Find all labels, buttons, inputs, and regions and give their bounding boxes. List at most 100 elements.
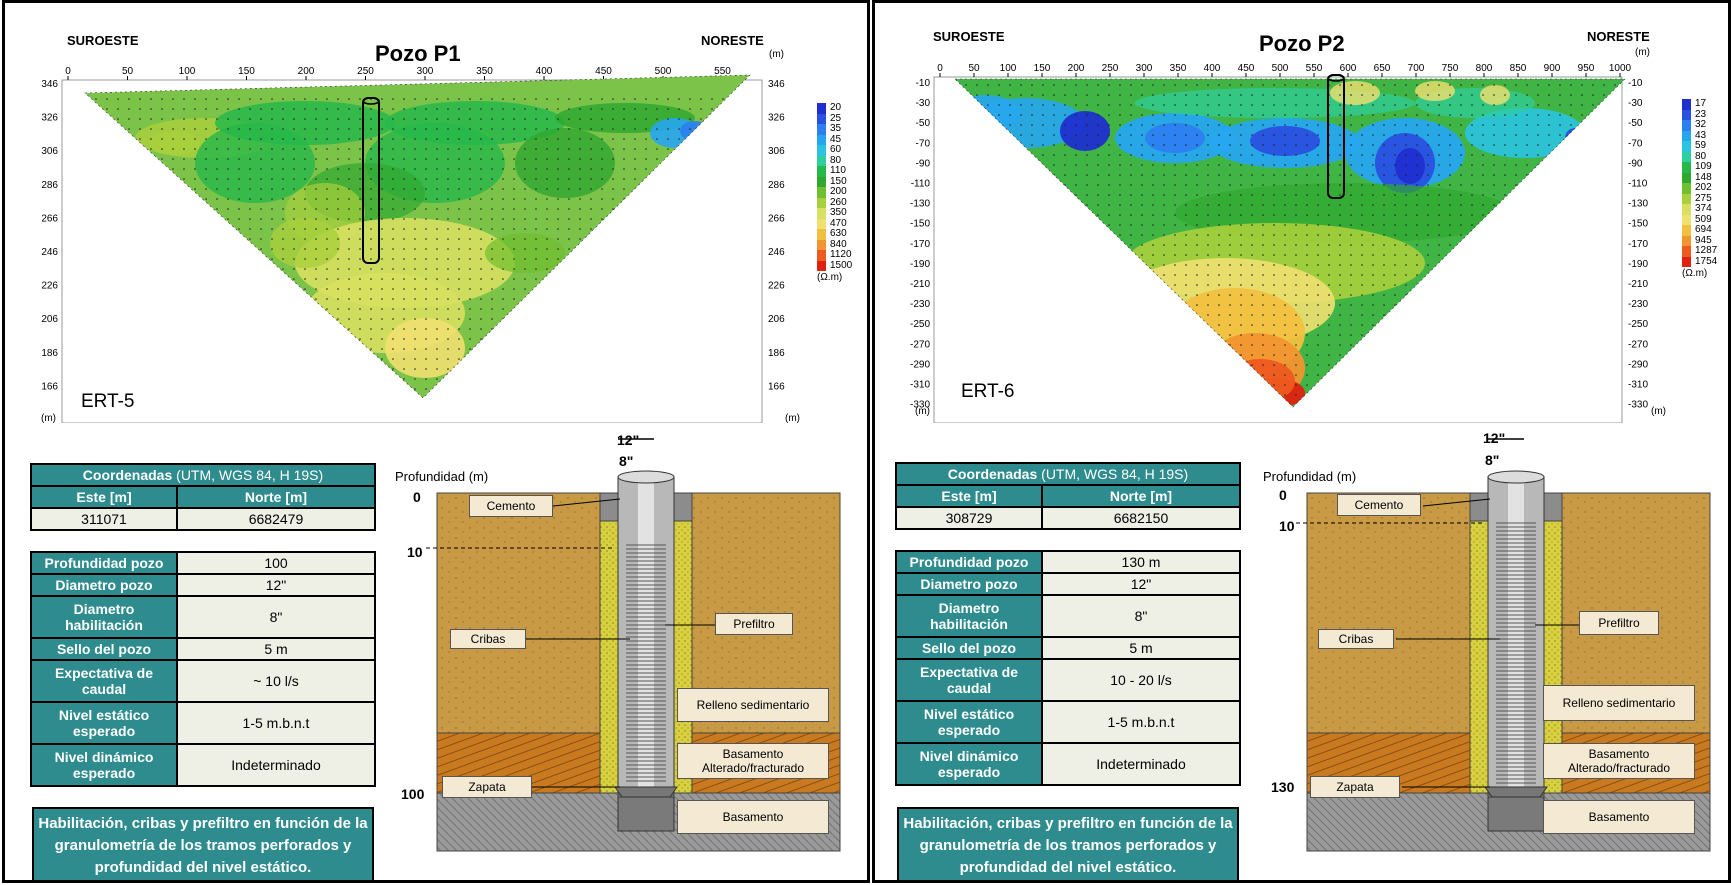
electrode-point <box>403 198 405 200</box>
legend-value: 45 <box>830 133 842 145</box>
electrode-point <box>370 278 372 280</box>
electrode-point <box>1383 144 1385 146</box>
electrode-point <box>1273 384 1275 386</box>
electrode-point <box>469 158 471 160</box>
electrode-point <box>1328 314 1330 316</box>
electrode-point <box>1086 184 1088 186</box>
electrode-point <box>1317 234 1319 236</box>
electrode-point <box>1416 84 1418 86</box>
electrode-point <box>645 108 647 110</box>
legend-entry: 260 <box>817 197 852 208</box>
electrode-point <box>304 238 306 240</box>
legend-swatch <box>1682 141 1691 152</box>
resistivity-zone <box>485 233 565 273</box>
electrode-point <box>458 198 460 200</box>
legend-swatch <box>1682 204 1691 215</box>
electrode-point <box>1262 284 1264 286</box>
electrode-point <box>282 188 284 190</box>
electrode-point <box>1383 104 1385 106</box>
electrode-point <box>326 108 328 110</box>
electrode-point <box>1482 164 1484 166</box>
electrode-point <box>1460 94 1462 96</box>
electrode-point <box>535 198 537 200</box>
electrode-point <box>656 118 658 120</box>
electrode-point <box>546 148 548 150</box>
electrode-point <box>150 118 152 120</box>
electrode-point <box>1240 294 1242 296</box>
electrode-point <box>1306 114 1308 116</box>
electrode-point <box>1053 144 1055 146</box>
electrode-point <box>1229 174 1231 176</box>
electrode-point <box>1614 84 1616 86</box>
electrode-point <box>337 278 339 280</box>
legend-value: 43 <box>1695 129 1707 141</box>
electrode-point <box>1086 144 1088 146</box>
electrode-point <box>425 118 427 120</box>
electrode-point <box>480 338 482 340</box>
electrode-point <box>579 228 581 230</box>
electrode-point <box>1075 134 1077 136</box>
legend-entry: 694 <box>1682 225 1717 236</box>
electrode-point <box>1218 214 1220 216</box>
x-tick-label: 400 <box>1204 63 1221 74</box>
electrode-point <box>1152 94 1154 96</box>
electrode-point <box>458 318 460 320</box>
electrode-point <box>359 198 361 200</box>
electrode-point <box>1273 374 1275 376</box>
electrode-point <box>381 158 383 160</box>
electrode-point <box>381 248 383 250</box>
electrode-point <box>579 238 581 240</box>
electrode-point <box>502 258 504 260</box>
electrode-point <box>315 248 317 250</box>
electrode-point <box>315 228 317 230</box>
electrode-point <box>513 268 515 270</box>
electrode-point <box>1163 244 1165 246</box>
electrode-point <box>1559 104 1561 106</box>
electrode-point <box>1141 214 1143 216</box>
electrode-point <box>1152 174 1154 176</box>
electrode-point <box>1482 94 1484 96</box>
electrode-point <box>1251 334 1253 336</box>
electrode-point <box>359 228 361 230</box>
electrode-point <box>414 208 416 210</box>
electrode-point <box>1262 234 1264 236</box>
electrode-point <box>469 188 471 190</box>
spec-row: Diametro habilitación 8" <box>30 595 376 639</box>
spec-value: 1-5 m.b.n.t <box>176 701 376 745</box>
electrode-point <box>513 248 515 250</box>
electrode-point <box>326 98 328 100</box>
electrode-point <box>293 238 295 240</box>
electrode-point <box>1438 224 1440 226</box>
electrode-point <box>194 118 196 120</box>
electrode-point <box>1482 134 1484 136</box>
legend-entry: 840 <box>817 239 852 250</box>
electrode-point <box>1383 304 1385 306</box>
electrode-point <box>1020 124 1022 126</box>
electrode-point <box>535 128 537 130</box>
electrode-point <box>392 148 394 150</box>
electrode-point <box>491 268 493 270</box>
electrode-point <box>425 108 427 110</box>
resistivity-legend: 20 25 35 45 60 80 110 150 200 260 350 470 630 840 1120… <box>817 103 852 283</box>
electrode-point <box>227 178 229 180</box>
electrode-point <box>249 178 251 180</box>
electrode-point <box>1130 104 1132 106</box>
legend-entry: 509 <box>1682 214 1717 225</box>
electrode-point <box>1174 214 1176 216</box>
electrode-point <box>700 98 702 100</box>
electrode-point <box>1053 134 1055 136</box>
electrode-point <box>546 218 548 220</box>
electrode-point <box>436 98 438 100</box>
spec-label: Nivel estático esperado <box>895 700 1043 744</box>
electrode-point <box>1251 234 1253 236</box>
electrode-point <box>480 198 482 200</box>
electrode-point <box>403 188 405 190</box>
electrode-point <box>1130 154 1132 156</box>
electrode-point <box>480 268 482 270</box>
electrode-point <box>414 138 416 140</box>
electrode-point <box>1152 244 1154 246</box>
electrode-point <box>678 98 680 100</box>
legend-entry: 45 <box>817 133 852 145</box>
y-tick-label-left: 206 <box>41 314 58 325</box>
electrode-point <box>1251 144 1253 146</box>
